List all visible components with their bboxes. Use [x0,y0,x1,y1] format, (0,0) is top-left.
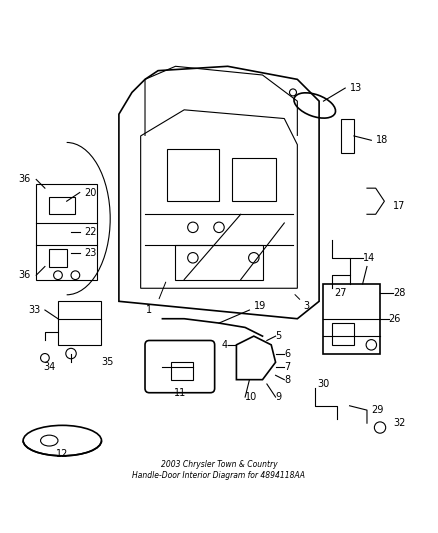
Text: 26: 26 [389,314,401,324]
Text: 34: 34 [43,361,55,372]
Text: 10: 10 [245,392,258,402]
Text: 4: 4 [222,340,228,350]
Text: 29: 29 [371,405,384,415]
Bar [49,197,75,214]
Text: 19: 19 [254,301,266,311]
Text: 12: 12 [56,449,68,458]
Bar [171,362,193,379]
Text: 35: 35 [102,357,114,367]
Bar [232,158,276,201]
Bar [49,249,67,266]
Text: 6: 6 [284,349,290,359]
Text: 20: 20 [84,188,96,198]
Text: 9: 9 [276,392,282,402]
Text: 32: 32 [393,418,406,428]
Bar [36,184,97,279]
Text: 1: 1 [146,305,152,315]
Bar [167,149,219,201]
Text: 22: 22 [84,227,97,237]
Text: 11: 11 [174,387,186,398]
Bar [176,245,262,279]
Text: 27: 27 [335,288,347,297]
Text: 3: 3 [303,301,309,311]
Text: 33: 33 [28,305,41,315]
Bar [58,301,102,345]
Text: 7: 7 [284,361,290,372]
Bar [341,118,354,154]
Text: 14: 14 [363,253,375,263]
Bar [323,284,380,353]
Text: 36: 36 [19,270,31,280]
Text: 23: 23 [84,248,96,259]
Text: 2003 Chrysler Town & Country
Handle-Door Interior Diagram for 4894118AA: 2003 Chrysler Town & Country Handle-Door… [133,461,305,480]
Text: 28: 28 [393,288,406,297]
Text: 5: 5 [276,331,282,341]
Text: 13: 13 [350,83,362,93]
Text: 36: 36 [19,174,31,184]
Text: 30: 30 [317,379,329,389]
Text: 8: 8 [284,375,290,385]
Text: 18: 18 [376,135,388,146]
Text: 17: 17 [393,200,406,211]
Bar [332,323,354,345]
